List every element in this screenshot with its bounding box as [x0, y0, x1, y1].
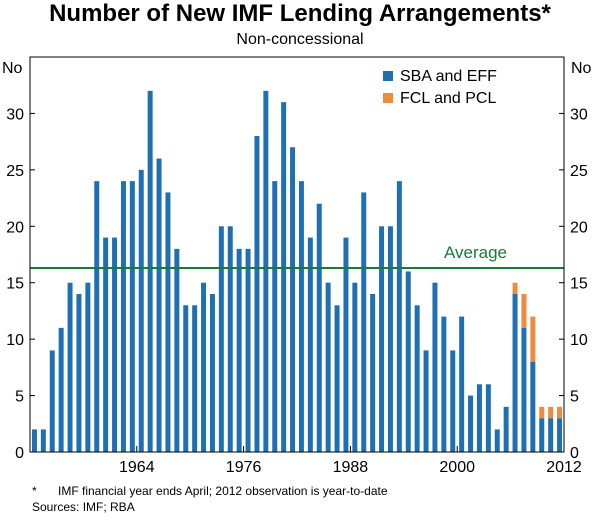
bar-sba-eff [352, 282, 358, 452]
y-tick-label-left: 30 [6, 106, 24, 123]
bar-sba-eff [236, 248, 242, 452]
y-tick-label-left: 15 [6, 276, 24, 293]
bar-sba-eff [343, 237, 349, 452]
bar-sba-eff [370, 294, 376, 452]
bar-sba-eff [281, 102, 287, 453]
bar-sba-eff [138, 169, 144, 452]
y-tick-label-left: 20 [6, 219, 24, 236]
bar-fcl-pcl [557, 406, 563, 419]
bar-sba-eff [450, 350, 456, 452]
y-tick-label-right: 20 [570, 219, 588, 236]
bar-sba-eff [272, 181, 278, 452]
footnote-marker: * [32, 484, 37, 498]
bar-sba-eff [40, 429, 46, 452]
y-tick-label-right: 25 [570, 163, 588, 180]
bar-sba-eff [58, 327, 64, 452]
bar-sba-eff [423, 350, 429, 452]
bar-sba-eff [129, 181, 135, 452]
sources-note: Sources: IMF; RBA [32, 500, 135, 514]
bar-sba-eff [201, 282, 207, 452]
bar-sba-eff [112, 237, 118, 452]
legend-swatch-fcl-pcl [383, 93, 393, 103]
legend-label-sba-eff: SBA and EFF [400, 68, 497, 85]
bar-sba-eff [254, 136, 260, 452]
average-label: Average [444, 243, 507, 262]
bar-sba-eff [49, 350, 55, 452]
y-axis-label-right: No [571, 60, 592, 77]
bar-sba-eff [165, 192, 171, 452]
bar-sba-eff [379, 226, 385, 452]
bar-sba-eff [209, 294, 215, 452]
bar-sba-eff [298, 181, 304, 452]
bar-sba-eff [387, 226, 393, 452]
plot-frame [29, 56, 565, 453]
bar-fcl-pcl [530, 316, 536, 362]
bar-sba-eff [103, 237, 109, 452]
bar-sba-eff [334, 305, 340, 452]
bar-fcl-pcl [512, 282, 518, 294]
bar-sba-eff [503, 406, 509, 452]
bar-sba-eff [227, 226, 233, 452]
bar-sba-eff [512, 294, 518, 452]
bar-sba-eff [441, 316, 447, 452]
bar-sba-eff [76, 294, 82, 452]
y-tick-label-left: 5 [15, 389, 24, 406]
bar-sba-eff [485, 384, 491, 452]
y-tick-label-left: 0 [15, 445, 24, 462]
y-axis-label-left: No [2, 60, 23, 77]
bar-sba-eff [396, 181, 402, 452]
bar-fcl-pcl [548, 406, 554, 419]
y-tick-label-right: 0 [570, 445, 579, 462]
chart: Average 0 0 5 5 10 10 15 15 20 20 25 25 30 30 No No 1964… [2, 56, 592, 476]
bar-sba-eff [67, 282, 73, 452]
y-tick-label-right: 30 [570, 106, 588, 123]
bar-sba-eff [156, 158, 162, 453]
bar-sba-eff [548, 418, 554, 452]
x-tick-label: 1976 [226, 459, 262, 476]
legend-swatch-sba-eff [383, 71, 393, 81]
bar-sba-eff [494, 429, 500, 452]
bar-sba-eff [147, 90, 153, 452]
bar-sba-eff [325, 282, 331, 452]
bar-sba-eff [405, 271, 411, 452]
bar-sba-eff [174, 248, 180, 452]
bar-sba-eff [307, 237, 313, 452]
bar-sba-eff [263, 90, 269, 452]
y-tick-label-right: 5 [570, 389, 579, 406]
bar-sba-eff [120, 181, 126, 452]
bar-sba-eff [245, 248, 251, 452]
bar-sba-eff [414, 305, 420, 452]
x-tick-label: 1988 [333, 459, 369, 476]
bar-sba-eff [521, 327, 527, 452]
chart-title: Number of New IMF Lending Arrangements* [49, 0, 551, 27]
legend-label-fcl-pcl: FCL and PCL [400, 90, 496, 107]
bar-fcl-pcl [539, 406, 545, 419]
x-tick-label: 1964 [119, 459, 155, 476]
bar-sba-eff [94, 181, 100, 452]
bar-sba-eff [539, 418, 545, 452]
y-tick-label-right: 10 [570, 332, 588, 349]
x-tick-label: 2012 [546, 459, 582, 476]
bar-sba-eff [476, 384, 482, 452]
chart-subtitle: Non-concessional [236, 31, 364, 48]
bar-sba-eff [557, 418, 563, 452]
bar-sba-eff [530, 361, 536, 452]
x-tick-label: 2000 [439, 459, 475, 476]
bar-sba-eff [361, 192, 367, 452]
y-tick-label-left: 10 [6, 332, 24, 349]
bar-sba-eff [85, 282, 91, 452]
bar-sba-eff [183, 305, 189, 452]
y-tick-label-left: 25 [6, 163, 24, 180]
footnote-text: IMF financial year ends April; 2012 obse… [58, 484, 388, 498]
bar-sba-eff [218, 226, 224, 452]
bar-sba-eff [316, 203, 322, 452]
bar-sba-eff [468, 395, 474, 452]
bar-sba-eff [459, 316, 465, 452]
bar-sba-eff [290, 147, 296, 453]
bar-sba-eff [31, 429, 37, 452]
y-tick-label-right: 15 [570, 276, 588, 293]
bar-sba-eff [432, 282, 438, 452]
bar-fcl-pcl [521, 294, 527, 328]
bar-sba-eff [192, 305, 198, 452]
